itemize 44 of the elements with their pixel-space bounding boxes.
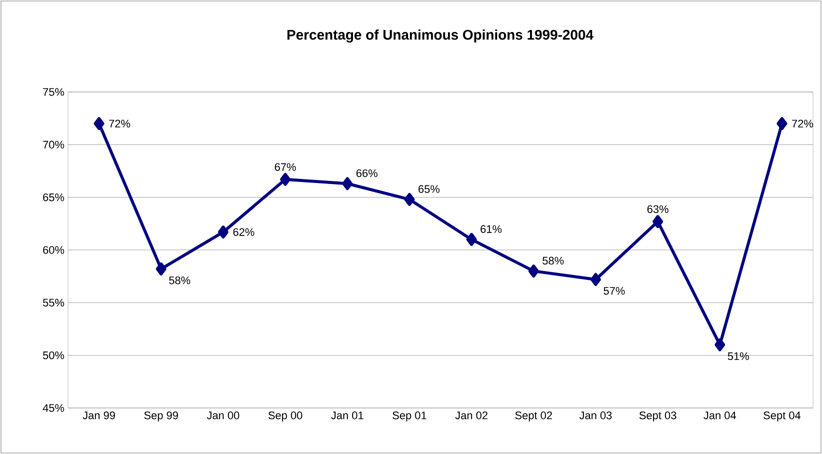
point bbox=[776, 117, 788, 130]
x-tick-label: Sep 01 bbox=[392, 412, 426, 422]
y-tick-label: 65% bbox=[43, 193, 64, 202]
data-label: 65% bbox=[418, 185, 440, 193]
data-label: 58% bbox=[169, 276, 190, 284]
data-label: 72% bbox=[792, 120, 814, 128]
x-tick-label: Sept 03 bbox=[639, 412, 676, 422]
data-label: 62% bbox=[233, 228, 254, 236]
data-label: 57% bbox=[604, 287, 625, 295]
y-tick-label: 75% bbox=[43, 88, 64, 96]
point bbox=[280, 172, 291, 186]
point bbox=[218, 226, 228, 239]
point bbox=[156, 262, 166, 276]
y-tick-label: 60% bbox=[43, 246, 64, 254]
x-tick-label: Sept 02 bbox=[515, 412, 552, 422]
data-label: 72% bbox=[109, 120, 130, 128]
y-tick-label: 70% bbox=[43, 140, 64, 149]
data-label: 63% bbox=[647, 205, 668, 214]
chart-title: Percentage of Unanimous Opinions 1999-2004 bbox=[287, 29, 594, 43]
point bbox=[652, 215, 664, 228]
data-label: 51% bbox=[728, 352, 749, 360]
x-tick-label: Jan 01 bbox=[331, 412, 364, 420]
data-label: 61% bbox=[480, 225, 502, 233]
data-label: 58% bbox=[542, 256, 564, 265]
x-tick-label: Jan 99 bbox=[82, 412, 115, 420]
x-tick-label: Jan 00 bbox=[206, 412, 240, 420]
x-tick-label: Sep 00 bbox=[268, 412, 302, 422]
point bbox=[404, 192, 415, 206]
x-tick-label: Sep 99 bbox=[144, 412, 178, 422]
point bbox=[342, 177, 353, 190]
x-tick-label: Jan 04 bbox=[704, 412, 736, 420]
point bbox=[590, 272, 601, 286]
y-tick-label: 50% bbox=[42, 351, 64, 360]
point bbox=[528, 264, 539, 278]
data-label: 67% bbox=[274, 163, 296, 171]
y-tick-label: 45% bbox=[42, 404, 64, 412]
x-tick-label: Jan 02 bbox=[455, 412, 488, 420]
point bbox=[466, 232, 477, 246]
point bbox=[94, 117, 104, 130]
x-tick-label: Sept 04 bbox=[764, 412, 801, 422]
y-tick-label: 55% bbox=[42, 298, 64, 307]
data-label: 66% bbox=[356, 169, 378, 178]
point bbox=[714, 338, 726, 352]
x-tick-label: Jan 03 bbox=[579, 412, 612, 420]
